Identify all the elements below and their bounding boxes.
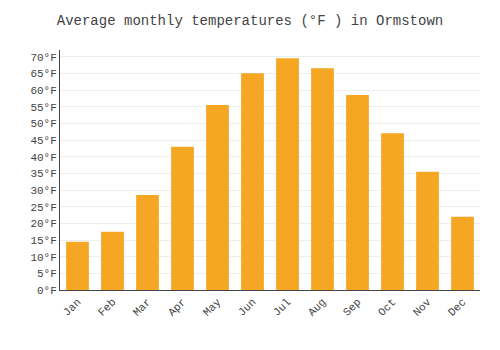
svg-text:Feb: Feb	[96, 296, 118, 318]
svg-text:Apr: Apr	[166, 296, 188, 318]
svg-text:Oct: Oct	[376, 296, 398, 318]
svg-text:10°F: 10°F	[30, 252, 56, 264]
svg-text:Jan: Jan	[61, 296, 83, 318]
svg-text:Nov: Nov	[411, 296, 434, 319]
svg-text:Mar: Mar	[131, 296, 153, 318]
svg-text:Jul: Jul	[271, 296, 293, 318]
svg-text:45°F: 45°F	[30, 135, 56, 147]
svg-text:Jun: Jun	[236, 296, 258, 318]
svg-text:5°F: 5°F	[37, 268, 57, 280]
svg-text:Sep: Sep	[341, 296, 363, 318]
svg-text:25°F: 25°F	[30, 202, 56, 214]
svg-text:Average monthly temperatures (: Average monthly temperatures (°F ) in Or…	[57, 13, 443, 29]
svg-text:Dec: Dec	[446, 296, 468, 318]
svg-text:50°F: 50°F	[30, 118, 56, 130]
svg-text:May: May	[201, 296, 224, 319]
svg-text:60°F: 60°F	[30, 85, 56, 97]
svg-text:Aug: Aug	[306, 296, 328, 318]
svg-text:70°F: 70°F	[30, 52, 56, 64]
svg-text:55°F: 55°F	[30, 102, 56, 114]
svg-text:15°F: 15°F	[30, 235, 56, 247]
svg-text:40°F: 40°F	[30, 152, 56, 164]
svg-text:65°F: 65°F	[30, 68, 56, 80]
svg-text:20°F: 20°F	[30, 218, 56, 230]
svg-text:30°F: 30°F	[30, 185, 56, 197]
svg-text:0°F: 0°F	[37, 285, 57, 297]
svg-text:35°F: 35°F	[30, 168, 56, 180]
